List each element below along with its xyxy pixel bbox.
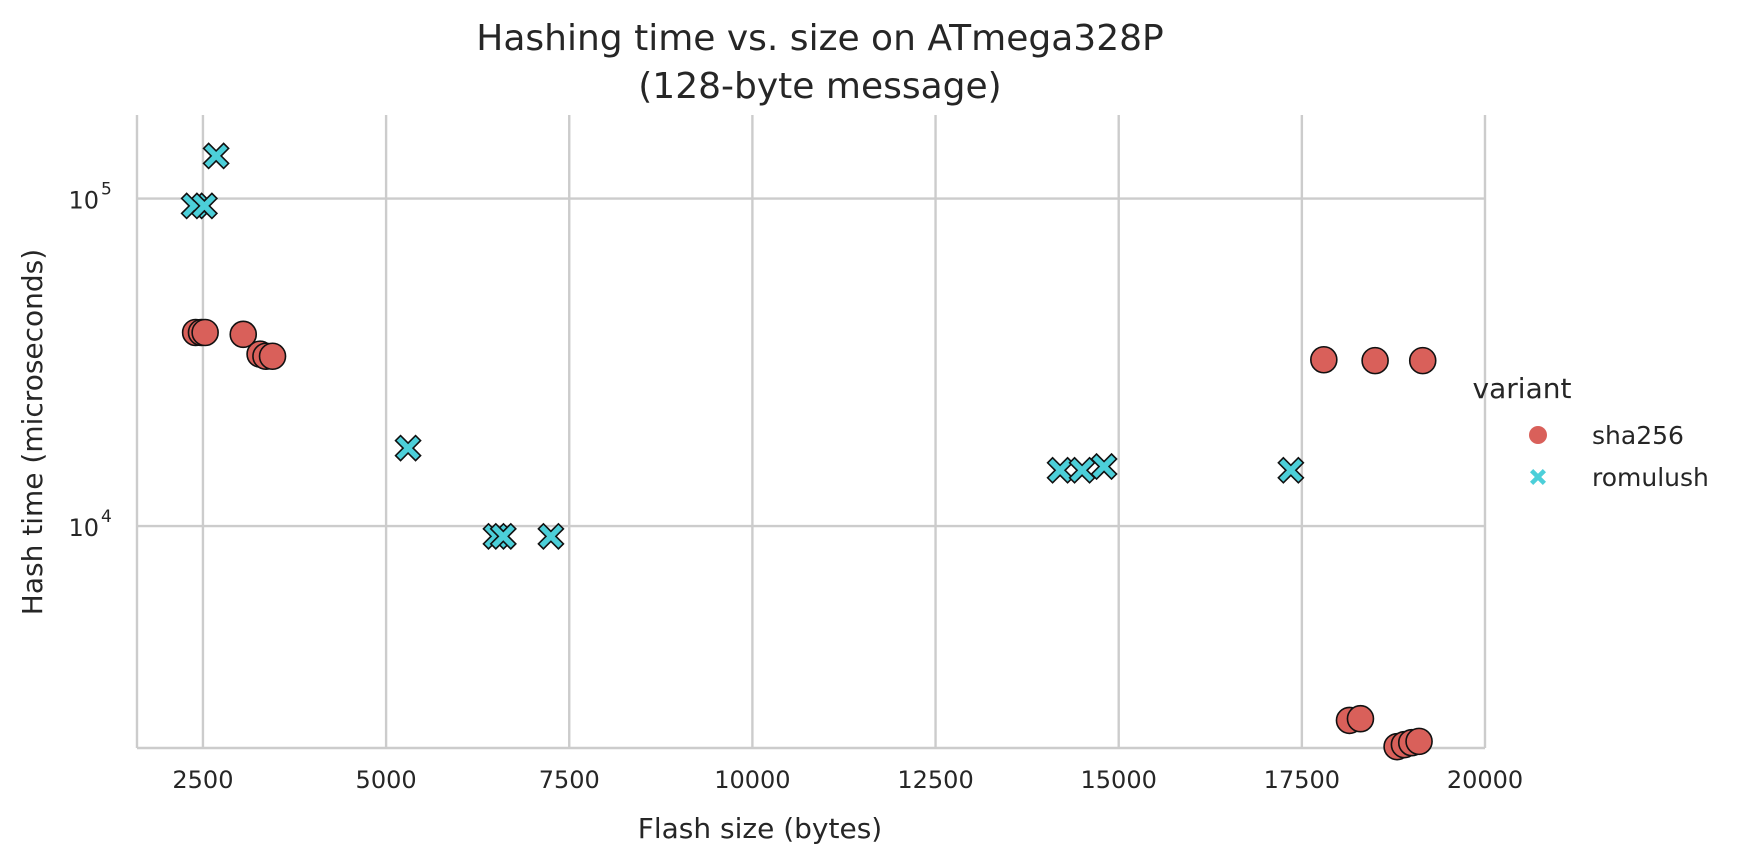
point-romulush bbox=[1068, 456, 1096, 484]
y-tick-label: 10 bbox=[68, 514, 99, 542]
point-romulush bbox=[394, 434, 422, 462]
point-sha256 bbox=[1405, 727, 1433, 756]
point-romulush bbox=[1090, 452, 1118, 481]
point-sha256 bbox=[1361, 346, 1389, 375]
x-tick-label: 5000 bbox=[356, 766, 417, 794]
legend-label: romulush bbox=[1592, 463, 1709, 492]
y-tick-exponent: 5 bbox=[101, 180, 112, 200]
grid bbox=[137, 115, 1487, 748]
point-romulush bbox=[489, 522, 517, 551]
x-tick-label: 2500 bbox=[172, 766, 233, 794]
point-romulush bbox=[1277, 456, 1305, 484]
legend-marker-circle bbox=[1529, 426, 1547, 444]
legend-item-sha256: sha256 bbox=[1529, 421, 1684, 450]
legend-item-romulush: romulush bbox=[1530, 463, 1709, 492]
x-tick-label: 10000 bbox=[714, 766, 790, 794]
x-tick-label: 12500 bbox=[897, 766, 973, 794]
point-sha256 bbox=[229, 320, 258, 349]
x-axis-label: Flash size (bytes) bbox=[638, 812, 882, 845]
point-romulush bbox=[190, 192, 219, 220]
y-tick-exponent: 4 bbox=[101, 507, 112, 527]
y-tick-label: 10 bbox=[68, 187, 99, 215]
chart-subtitle: (128-byte message) bbox=[638, 66, 1001, 107]
x-tick-label: 7500 bbox=[539, 766, 600, 794]
legend-label: sha256 bbox=[1592, 421, 1684, 450]
point-sha256 bbox=[1310, 345, 1338, 374]
point-romulush bbox=[537, 522, 565, 551]
legend: variant sha256 romulush bbox=[1473, 372, 1709, 492]
point-sha256 bbox=[1346, 704, 1375, 733]
point-sha256 bbox=[258, 342, 287, 371]
x-tick-label: 20000 bbox=[1447, 766, 1523, 794]
y-axis-label: Hash time (microseconds) bbox=[16, 249, 49, 615]
legend-title: variant bbox=[1473, 372, 1572, 405]
x-tick-labels: 2500 5000 7500 10000 12500 15000 17500 20000 bbox=[172, 766, 1523, 794]
point-sha256 bbox=[1408, 346, 1437, 375]
x-tick-label: 15000 bbox=[1081, 766, 1157, 794]
axes bbox=[135, 115, 1485, 750]
point-sha256 bbox=[191, 318, 219, 347]
point-romulush bbox=[202, 142, 230, 170]
data-points bbox=[180, 142, 1437, 761]
point-romulush bbox=[1046, 456, 1074, 484]
x-tick-label: 17500 bbox=[1264, 766, 1340, 794]
chart-title: Hashing time vs. size on ATmega328P bbox=[476, 18, 1163, 59]
legend-marker-x bbox=[1530, 469, 1546, 485]
